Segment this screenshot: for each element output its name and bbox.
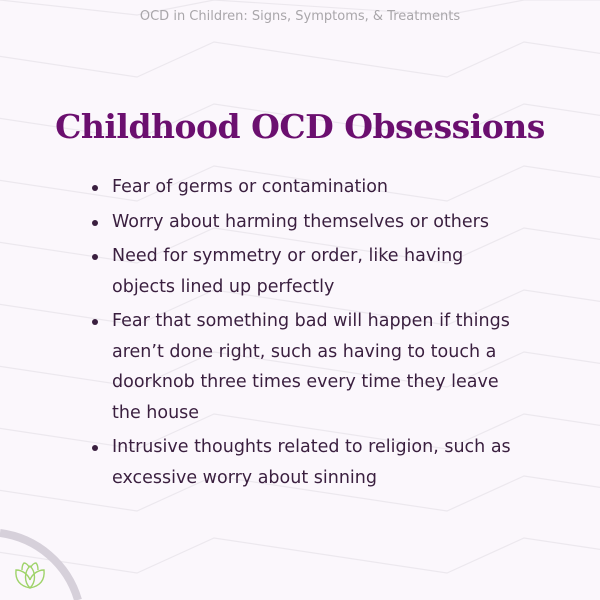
zigzag-line xyxy=(0,537,600,574)
page-subtitle: OCD in Children: Signs, Symptoms, & Trea… xyxy=(139,9,461,24)
lotus-icon xyxy=(15,562,45,589)
zigzag-line xyxy=(0,227,600,264)
list-item: Fear that something bad will happen if t… xyxy=(90,306,530,428)
list-item: Worry about harming themselves or others xyxy=(90,207,530,238)
decorative-arc xyxy=(0,529,82,600)
list-item: Intrusive thoughts related to religion, … xyxy=(90,432,530,493)
zigzag-line xyxy=(0,351,600,388)
zigzag-line xyxy=(0,475,600,512)
zigzag-line xyxy=(0,0,600,16)
zigzag-line xyxy=(0,165,600,202)
zigzag-line xyxy=(0,41,600,78)
list-item: Fear of germs or contamination xyxy=(90,172,530,203)
zigzag-line xyxy=(0,413,600,450)
obsessions-list: Fear of germs or contamination Worry abo… xyxy=(90,172,530,497)
page-title: Childhood OCD Obsessions xyxy=(55,107,545,146)
list-item: Need for symmetry or order, like having … xyxy=(90,241,530,302)
zigzag-line xyxy=(0,103,600,140)
zigzag-line xyxy=(0,289,600,326)
